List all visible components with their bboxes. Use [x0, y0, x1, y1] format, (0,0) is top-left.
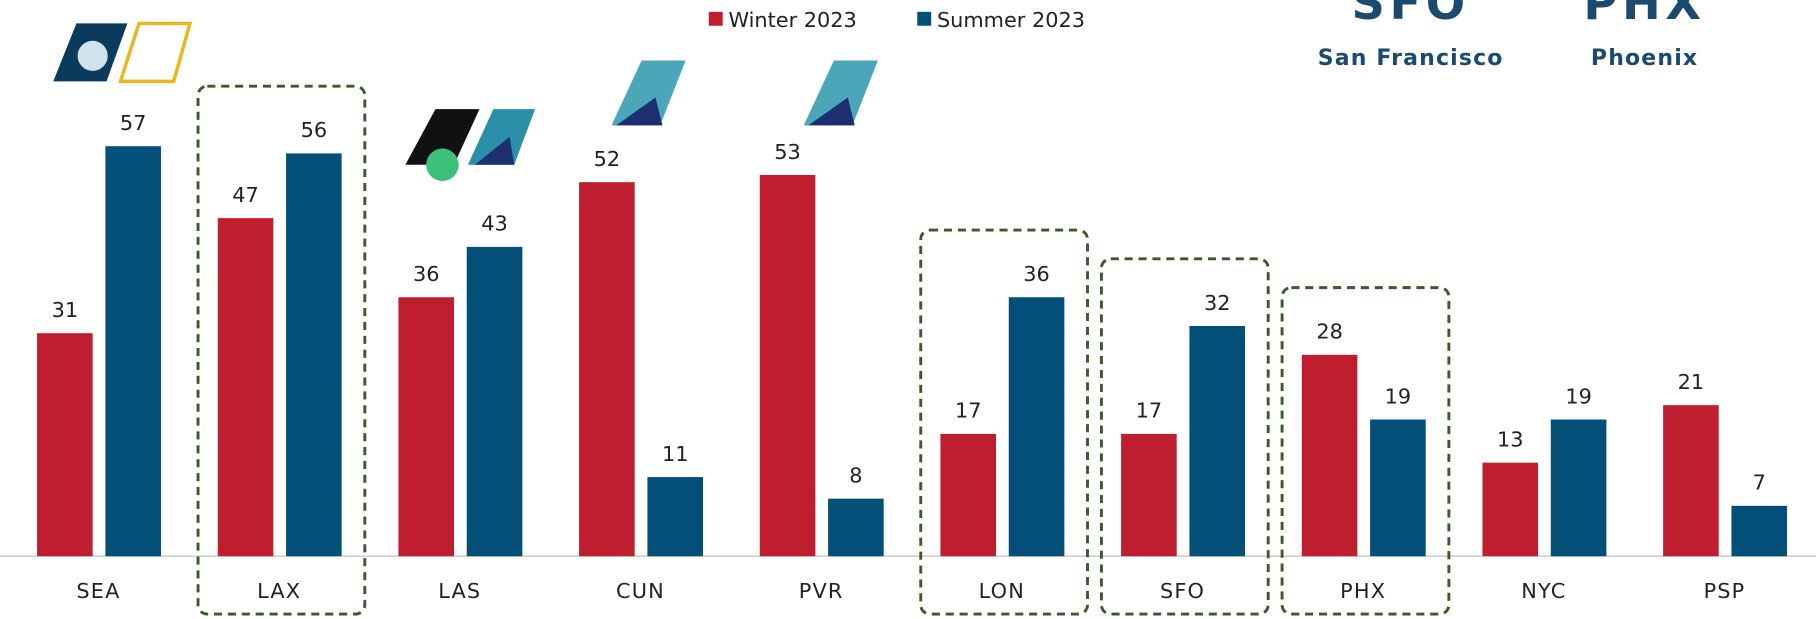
- data-label: 28: [1316, 320, 1343, 344]
- x-tick-label: NYC: [1521, 579, 1566, 603]
- logo-westjet-pvr: [803, 60, 878, 126]
- bar: [759, 174, 816, 557]
- data-label: 52: [594, 147, 621, 171]
- data-label: 11: [662, 442, 689, 466]
- x-tick-label: CUN: [616, 579, 665, 603]
- callout-city: San Francisco: [1318, 46, 1504, 71]
- data-label: 36: [413, 262, 440, 286]
- highlight-box: [1099, 257, 1270, 616]
- data-label: 32: [1204, 291, 1231, 315]
- legend-label: Summer 2023: [937, 8, 1085, 32]
- bar: [579, 182, 635, 557]
- bar: [286, 153, 342, 557]
- logo-alaska: [53, 21, 193, 84]
- data-label: 56: [301, 118, 328, 142]
- data-label: 31: [52, 298, 79, 322]
- x-tick-label: PVR: [799, 579, 844, 603]
- data-label: 17: [955, 399, 982, 423]
- bar: [37, 333, 93, 557]
- data-label: 19: [1385, 384, 1412, 408]
- bar: [828, 498, 884, 557]
- data-label: 47: [232, 183, 259, 207]
- data-label: 7: [1753, 471, 1766, 495]
- data-label: 36: [1023, 262, 1050, 286]
- legend-swatch: [917, 11, 932, 26]
- bar: [1663, 405, 1719, 557]
- data-label: 43: [481, 212, 508, 236]
- bar: [1301, 354, 1358, 557]
- data-label: 17: [1136, 399, 1163, 423]
- bar: [217, 218, 274, 557]
- bar: [1550, 419, 1607, 557]
- data-label: 21: [1678, 370, 1705, 394]
- x-tick-label: SFO: [1160, 579, 1205, 603]
- bar: [466, 246, 523, 557]
- bar: [1482, 462, 1539, 557]
- bar: [105, 146, 161, 557]
- data-label: 57: [120, 111, 147, 135]
- highlight-box: [196, 84, 367, 616]
- x-tick-label: PHX: [1340, 579, 1386, 603]
- highlight-box: [919, 228, 1089, 616]
- bar: [940, 433, 997, 557]
- bar: [1189, 326, 1246, 557]
- data-label: 19: [1565, 384, 1592, 408]
- bar: [1121, 433, 1177, 557]
- legend-swatch: [708, 11, 723, 26]
- bar: [647, 477, 704, 557]
- bar: [1008, 297, 1065, 557]
- callout-city: Phoenix: [1591, 46, 1698, 71]
- data-label: 53: [774, 140, 801, 164]
- callout-code: PHX: [1583, 0, 1705, 30]
- legend-label: Winter 2023: [728, 8, 856, 32]
- logo-westjet-cun: [611, 60, 686, 126]
- callout-code: SFO: [1352, 0, 1470, 30]
- data-label: 13: [1497, 427, 1524, 451]
- x-tick-label: LAS: [438, 579, 481, 603]
- x-tick-label: PSP: [1704, 579, 1746, 603]
- bar: [1731, 505, 1788, 557]
- x-tick-label: LON: [979, 579, 1025, 603]
- bar: [398, 297, 454, 557]
- x-tick-label: LAX: [257, 579, 301, 603]
- highlight-box: [1280, 286, 1451, 616]
- data-label: 8: [849, 463, 862, 487]
- x-tick-label: SEA: [76, 579, 120, 603]
- bar: [1370, 419, 1426, 557]
- logo-lax-pair: [405, 109, 536, 181]
